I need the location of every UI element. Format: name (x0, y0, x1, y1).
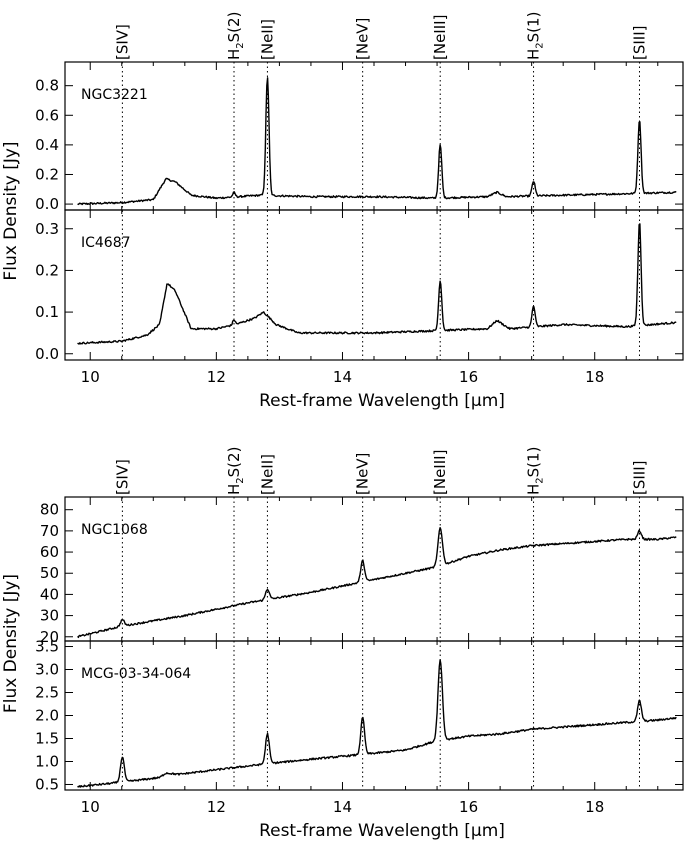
panel-frame (64, 61, 684, 211)
x-tick-label: 18 (585, 798, 604, 816)
emission-line-label: [NeIII] (431, 450, 449, 495)
emission-line-label: [NeIII] (431, 15, 449, 60)
galaxy-name: MCG-03-34-064 (81, 666, 191, 682)
spectrum-line (77, 223, 677, 345)
x-axis-label: Rest-frame Wavelength [μm] (259, 821, 505, 841)
y-axis-label: Flux Density [Jy] (1, 574, 21, 713)
y-tick-label: 0.0 (35, 195, 59, 213)
y-tick-label: 0.4 (35, 136, 59, 154)
y-tick-label: 1.0 (35, 752, 59, 770)
panel-IC4687: 0.0 0.1 0.2 0.3 IC4687 (35, 209, 684, 363)
x-tick-label: 10 (81, 368, 100, 386)
emission-line-label: H2S(2) (225, 12, 246, 60)
y-tick-label: 0.5 (35, 775, 59, 793)
panel-frame (64, 640, 684, 791)
x-tick-label: 12 (207, 798, 226, 816)
x-tick-label: 16 (459, 368, 478, 386)
y-tick-label: 0.1 (35, 303, 59, 321)
emission-line-label: H2S(1) (525, 12, 546, 60)
chart-block-0: [SIV] H2S(2) [NeII] [NeV] [NeIII] H2S(1) [SIII… (1, 12, 684, 411)
emission-line-label: H2S(2) (225, 447, 246, 495)
spectrum-line (77, 659, 677, 788)
emission-line-label: [SIII] (630, 461, 648, 496)
y-tick-label: 20 (40, 628, 59, 646)
y-tick-label: 2.0 (35, 707, 59, 725)
emission-line-label: [NeV] (354, 18, 372, 60)
y-tick-label: 70 (40, 522, 59, 540)
emission-line-label: [NeII] (258, 454, 276, 495)
y-tick-label: 0.6 (35, 106, 59, 124)
y-tick-label: 30 (40, 607, 59, 625)
x-tick-label: 10 (81, 798, 100, 816)
y-tick-label: 0.8 (35, 77, 59, 95)
x-axis-label: Rest-frame Wavelength [μm] (259, 391, 505, 411)
emission-line-label: [SIII] (630, 26, 648, 61)
emission-line-label: [SIV] (113, 459, 131, 495)
y-tick-label: 0.2 (35, 165, 59, 183)
galaxy-name: IC4687 (81, 235, 131, 251)
y-tick-label: 2.5 (35, 684, 59, 702)
y-tick-label: 1.5 (35, 729, 59, 747)
emission-line-label: [NeV] (354, 453, 372, 495)
y-tick-label: 40 (40, 585, 59, 603)
y-tick-label: 60 (40, 543, 59, 561)
chart-block-1: [SIV] H2S(2) [NeII] [NeV] [NeIII] H2S(1) [SIII… (1, 447, 684, 841)
panel-frame (64, 209, 684, 361)
x-tick-label: 14 (333, 368, 352, 386)
x-tick-label: 16 (459, 798, 478, 816)
y-tick-label: 0.3 (35, 220, 59, 238)
y-tick-label: 3.5 (35, 638, 59, 656)
emission-line-label: [SIV] (113, 24, 131, 60)
y-axis-label: Flux Density [Jy] (1, 141, 21, 280)
y-tick-label: 50 (40, 564, 59, 582)
x-tick-label: 18 (585, 368, 604, 386)
panel-MCG-03-34-064: 0.5 1.0 1.5 2.0 2.5 3.0 3.5 MCG-03-34-064 (35, 638, 684, 793)
y-tick-label: 0.0 (35, 345, 59, 363)
galaxy-name: NGC3221 (81, 87, 148, 103)
panel-NGC1068: 20 30 40 50 60 70 80 NGC1068 (40, 496, 684, 646)
y-tick-label: 80 (40, 501, 59, 519)
emission-line-label: [NeII] (258, 19, 276, 60)
panel-NGC3221: 0.0 0.2 0.4 0.6 0.8 NGC3221 (35, 61, 684, 213)
x-tick-label: 14 (333, 798, 352, 816)
galaxy-name: NGC1068 (81, 522, 148, 538)
spectrum-line (77, 527, 677, 639)
y-tick-label: 0.2 (35, 261, 59, 279)
y-tick-label: 3.0 (35, 661, 59, 679)
emission-line-label: H2S(1) (525, 447, 546, 495)
x-tick-label: 12 (207, 368, 226, 386)
spectrum-line (77, 77, 677, 206)
